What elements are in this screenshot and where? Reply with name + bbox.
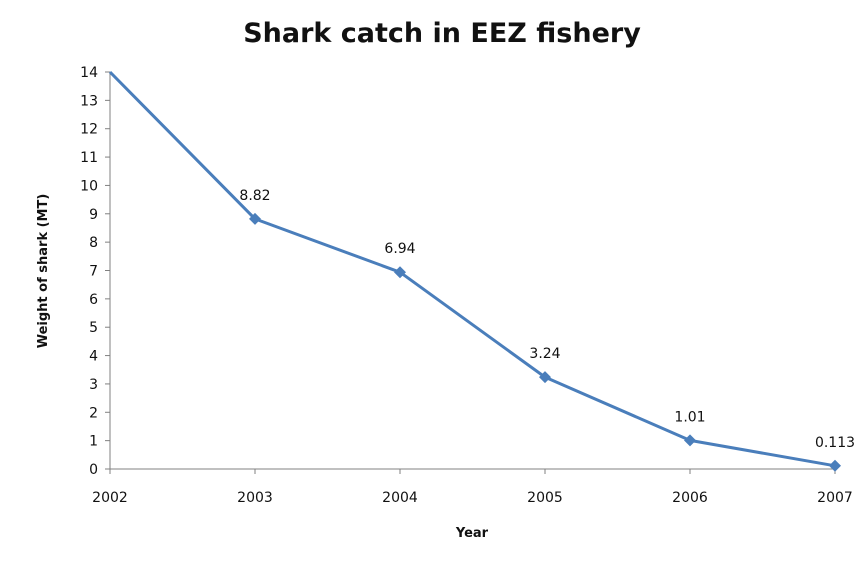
y-tick-label: 11 [80, 150, 98, 166]
y-tick-label: 12 [80, 122, 98, 138]
data-label: 0.113 [815, 435, 855, 451]
x-tick-label: 2004 [382, 490, 418, 506]
data-label: 6.94 [384, 241, 415, 257]
x-tick-label: 2006 [672, 490, 708, 506]
y-axis-title: Weight of shark (MT) [36, 194, 51, 349]
chart-title: Shark catch in EEZ fishery [243, 18, 641, 49]
x-axis-title: Year [455, 526, 489, 541]
data-point-marker [394, 266, 406, 279]
y-tick-label: 8 [89, 235, 98, 251]
y-tick-label: 5 [89, 320, 98, 336]
y-tick-label: 0 [89, 462, 98, 478]
y-tick-label: 2 [89, 405, 98, 421]
series-line [108, 70, 836, 468]
y-tick-label: 4 [89, 349, 98, 365]
data-label: 3.24 [529, 346, 560, 362]
data-point-marker [539, 371, 551, 384]
y-tick-label: 6 [89, 292, 98, 308]
x-tick-label: 2007 [817, 490, 853, 506]
y-tick-label: 13 [80, 93, 98, 109]
x-tick-label: 2002 [92, 490, 128, 506]
x-tick-label: 2005 [527, 490, 563, 506]
y-tick-label: 9 [89, 207, 98, 223]
y-tick-label: 1 [89, 434, 98, 450]
y-tick-label: 3 [89, 377, 98, 393]
data-point-marker [829, 459, 841, 472]
y-tick-label: 7 [89, 264, 98, 280]
y-tick-label: 14 [80, 65, 98, 81]
data-label: 1.01 [674, 409, 705, 425]
x-tick-label: 2003 [237, 490, 273, 506]
y-tick-label: 10 [80, 178, 98, 194]
data-point-marker [249, 212, 261, 225]
data-label: 8.82 [239, 188, 270, 204]
data-point-marker [684, 434, 696, 447]
